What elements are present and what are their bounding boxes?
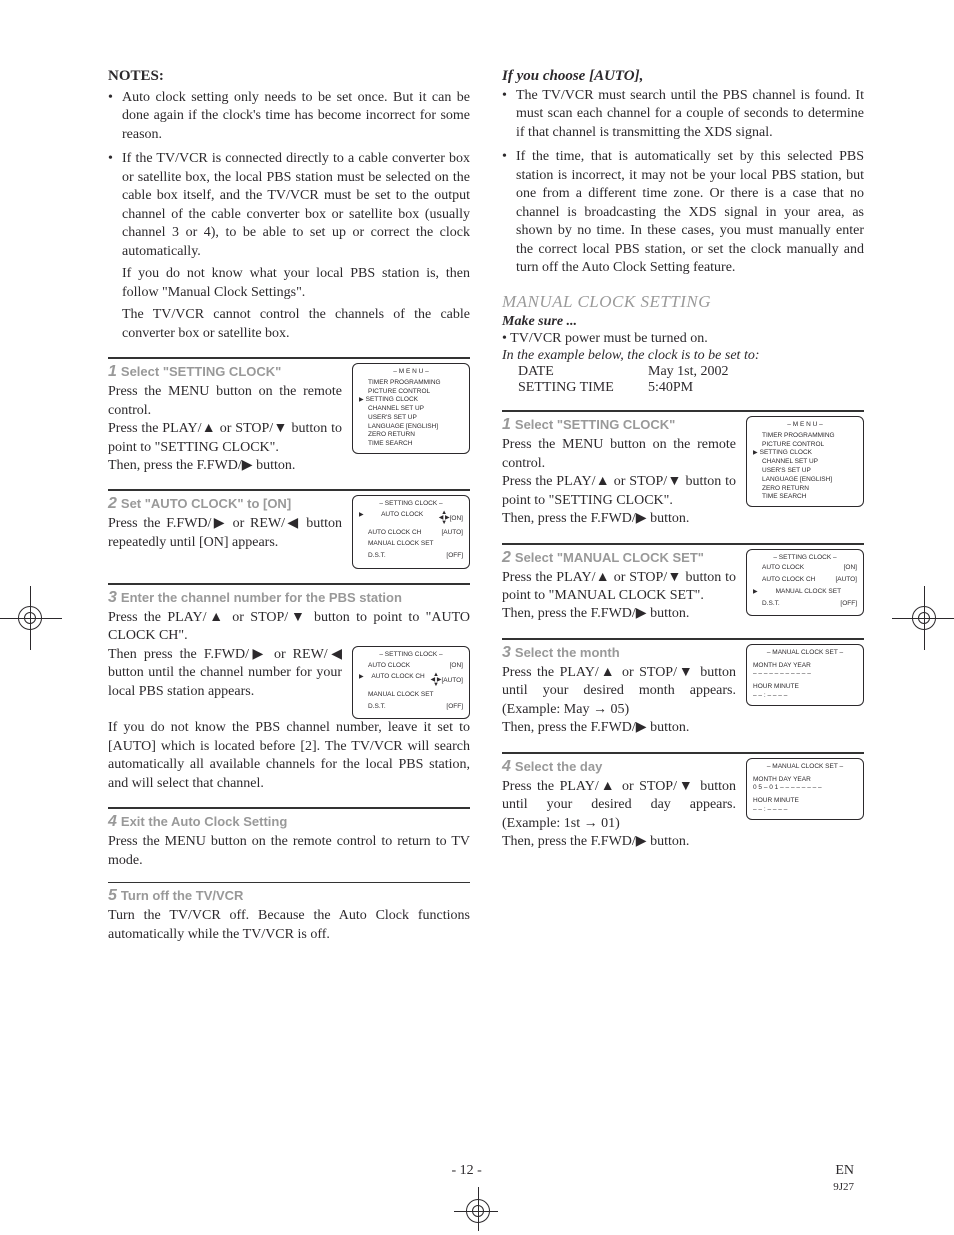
osd-clock-set: – MANUAL CLOCK SET – MONTH DAY YEAR – – … — [746, 644, 864, 706]
osd-setting-clock: – SETTING CLOCK –AUTO CLOCK[ON]AUTO CLOC… — [746, 549, 864, 617]
manual-heading: MANUAL CLOCK SETTING — [502, 292, 864, 312]
example-row: SETTING TIME5:40PM — [518, 380, 864, 396]
step-heading: 2Set "AUTO CLOCK" to [ON] — [108, 495, 342, 513]
note-sub: If you do not know what your local PBS s… — [122, 265, 470, 302]
step-body: Press the PLAY/▲ or STOP/▼ button until … — [502, 664, 736, 719]
example-row: DATEMay 1st, 2002 — [518, 364, 864, 380]
auto-bullets: The TV/VCR must search until the PBS cha… — [502, 87, 864, 278]
step-body: If you do not know the PBS channel numbe… — [108, 719, 470, 793]
notes-list: Auto clock setting only needs to be set … — [108, 89, 470, 343]
osd-clock-set: – MANUAL CLOCK SET – MONTH DAY YEAR 0 5 … — [746, 758, 864, 820]
r-step-1: 1Select "SETTING CLOCK" Press the MENU b… — [502, 410, 864, 528]
register-mark-icon — [460, 1193, 496, 1229]
step-heading: 3Enter the channel number for the PBS st… — [108, 589, 470, 607]
step-body: Press the MENU button on the remote cont… — [502, 436, 736, 473]
step-body: Press the F.FWD/▶ or REW/◀ button repeat… — [108, 515, 342, 552]
left-column: NOTES: Auto clock setting only needs to … — [108, 68, 470, 944]
step-body: Then, press the F.FWD/▶ button. — [502, 510, 864, 528]
step-2: 2Set "AUTO CLOCK" to [ON] Press the F.FW… — [108, 489, 470, 568]
step-body: Then, press the F.FWD/▶ button. — [108, 457, 470, 475]
step-body: Press the PLAY/▲ or STOP/▼ button to poi… — [108, 609, 470, 646]
step-heading: 1Select "SETTING CLOCK" — [502, 416, 736, 434]
step-5: 5Turn off the TV/VCR Turn the TV/VCR off… — [108, 883, 470, 944]
note-sub: The TV/VCR cannot control the channels o… — [122, 306, 470, 343]
makesure-item: • TV/VCR power must be turned on. — [502, 330, 864, 348]
auto-heading: If you choose [AUTO], — [502, 68, 864, 85]
page-footer: - 12 - EN9J27 — [0, 1163, 954, 1195]
note-text: If the TV/VCR is connected directly to a… — [122, 151, 470, 258]
register-mark-icon — [12, 600, 48, 636]
step-body: Press the PLAY/▲ or STOP/▼ button to poi… — [108, 420, 342, 457]
step-body: Turn the TV/VCR off. Because the Auto Cl… — [108, 907, 470, 944]
step-heading: 5Turn off the TV/VCR — [108, 887, 470, 905]
step-heading: 4Exit the Auto Clock Setting — [108, 813, 470, 831]
step-heading: 3Select the month — [502, 644, 736, 662]
bullet: If the time, that is automatically set b… — [516, 148, 864, 277]
step-body: Then, press the F.FWD/▶ button. — [502, 719, 736, 737]
r-step-4: 4Select the day Press the PLAY/▲ or STOP… — [502, 752, 864, 852]
osd-setting-clock: – SETTING CLOCK –AUTO CLOCK[ON]AUTO CLOC… — [352, 646, 470, 719]
r-step-3: 3Select the month Press the PLAY/▲ or ST… — [502, 638, 864, 738]
example-intro: In the example below, the clock is to be… — [502, 348, 864, 364]
step-body: Press the PLAY/▲ or STOP/▼ button until … — [502, 778, 736, 833]
step-body: Then, press the F.FWD/▶ button. — [502, 605, 736, 623]
osd-menu: – M E N U –TIMER PROGRAMMINGPICTURE CONT… — [746, 416, 864, 507]
step-body: Then, press the F.FWD/▶ button. — [502, 833, 736, 851]
note-item: Auto clock setting only needs to be set … — [122, 89, 470, 144]
step-body: Press the MENU button on the remote cont… — [108, 383, 342, 420]
step-heading: 4Select the day — [502, 758, 736, 776]
note-item: If the TV/VCR is connected directly to a… — [122, 150, 470, 343]
step-body: Press the PLAY/▲ or STOP/▼ button to poi… — [502, 473, 736, 510]
step-body: Press the PLAY/▲ or STOP/▼ button to poi… — [502, 569, 736, 606]
page-columns: NOTES: Auto clock setting only needs to … — [108, 68, 864, 944]
register-mark-icon — [906, 600, 942, 636]
page-lang: EN9J27 — [833, 1163, 854, 1195]
step-heading: 1Select "SETTING CLOCK" — [108, 363, 342, 381]
r-step-2: 2Select "MANUAL CLOCK SET" Press the PLA… — [502, 543, 864, 624]
makesure-heading: Make sure ... — [502, 314, 864, 330]
step-4: 4Exit the Auto Clock Setting Press the M… — [108, 807, 470, 870]
osd-setting-clock: – SETTING CLOCK –AUTO CLOCK▲◀ ▶▼[ON]AUTO… — [352, 495, 470, 568]
osd-menu: – M E N U –TIMER PROGRAMMINGPICTURE CONT… — [352, 363, 470, 454]
bullet: The TV/VCR must search until the PBS cha… — [516, 87, 864, 142]
step-body: Then press the F.FWD/▶ or REW/◀ button u… — [108, 646, 342, 701]
step-body: Press the MENU button on the remote cont… — [108, 833, 470, 870]
right-column: If you choose [AUTO], The TV/VCR must se… — [502, 68, 864, 944]
notes-heading: NOTES: — [108, 68, 470, 85]
step-heading: 2Select "MANUAL CLOCK SET" — [502, 549, 736, 567]
step-3: 3Enter the channel number for the PBS st… — [108, 583, 470, 793]
step-1: 1Select "SETTING CLOCK" Press the MENU b… — [108, 357, 470, 475]
